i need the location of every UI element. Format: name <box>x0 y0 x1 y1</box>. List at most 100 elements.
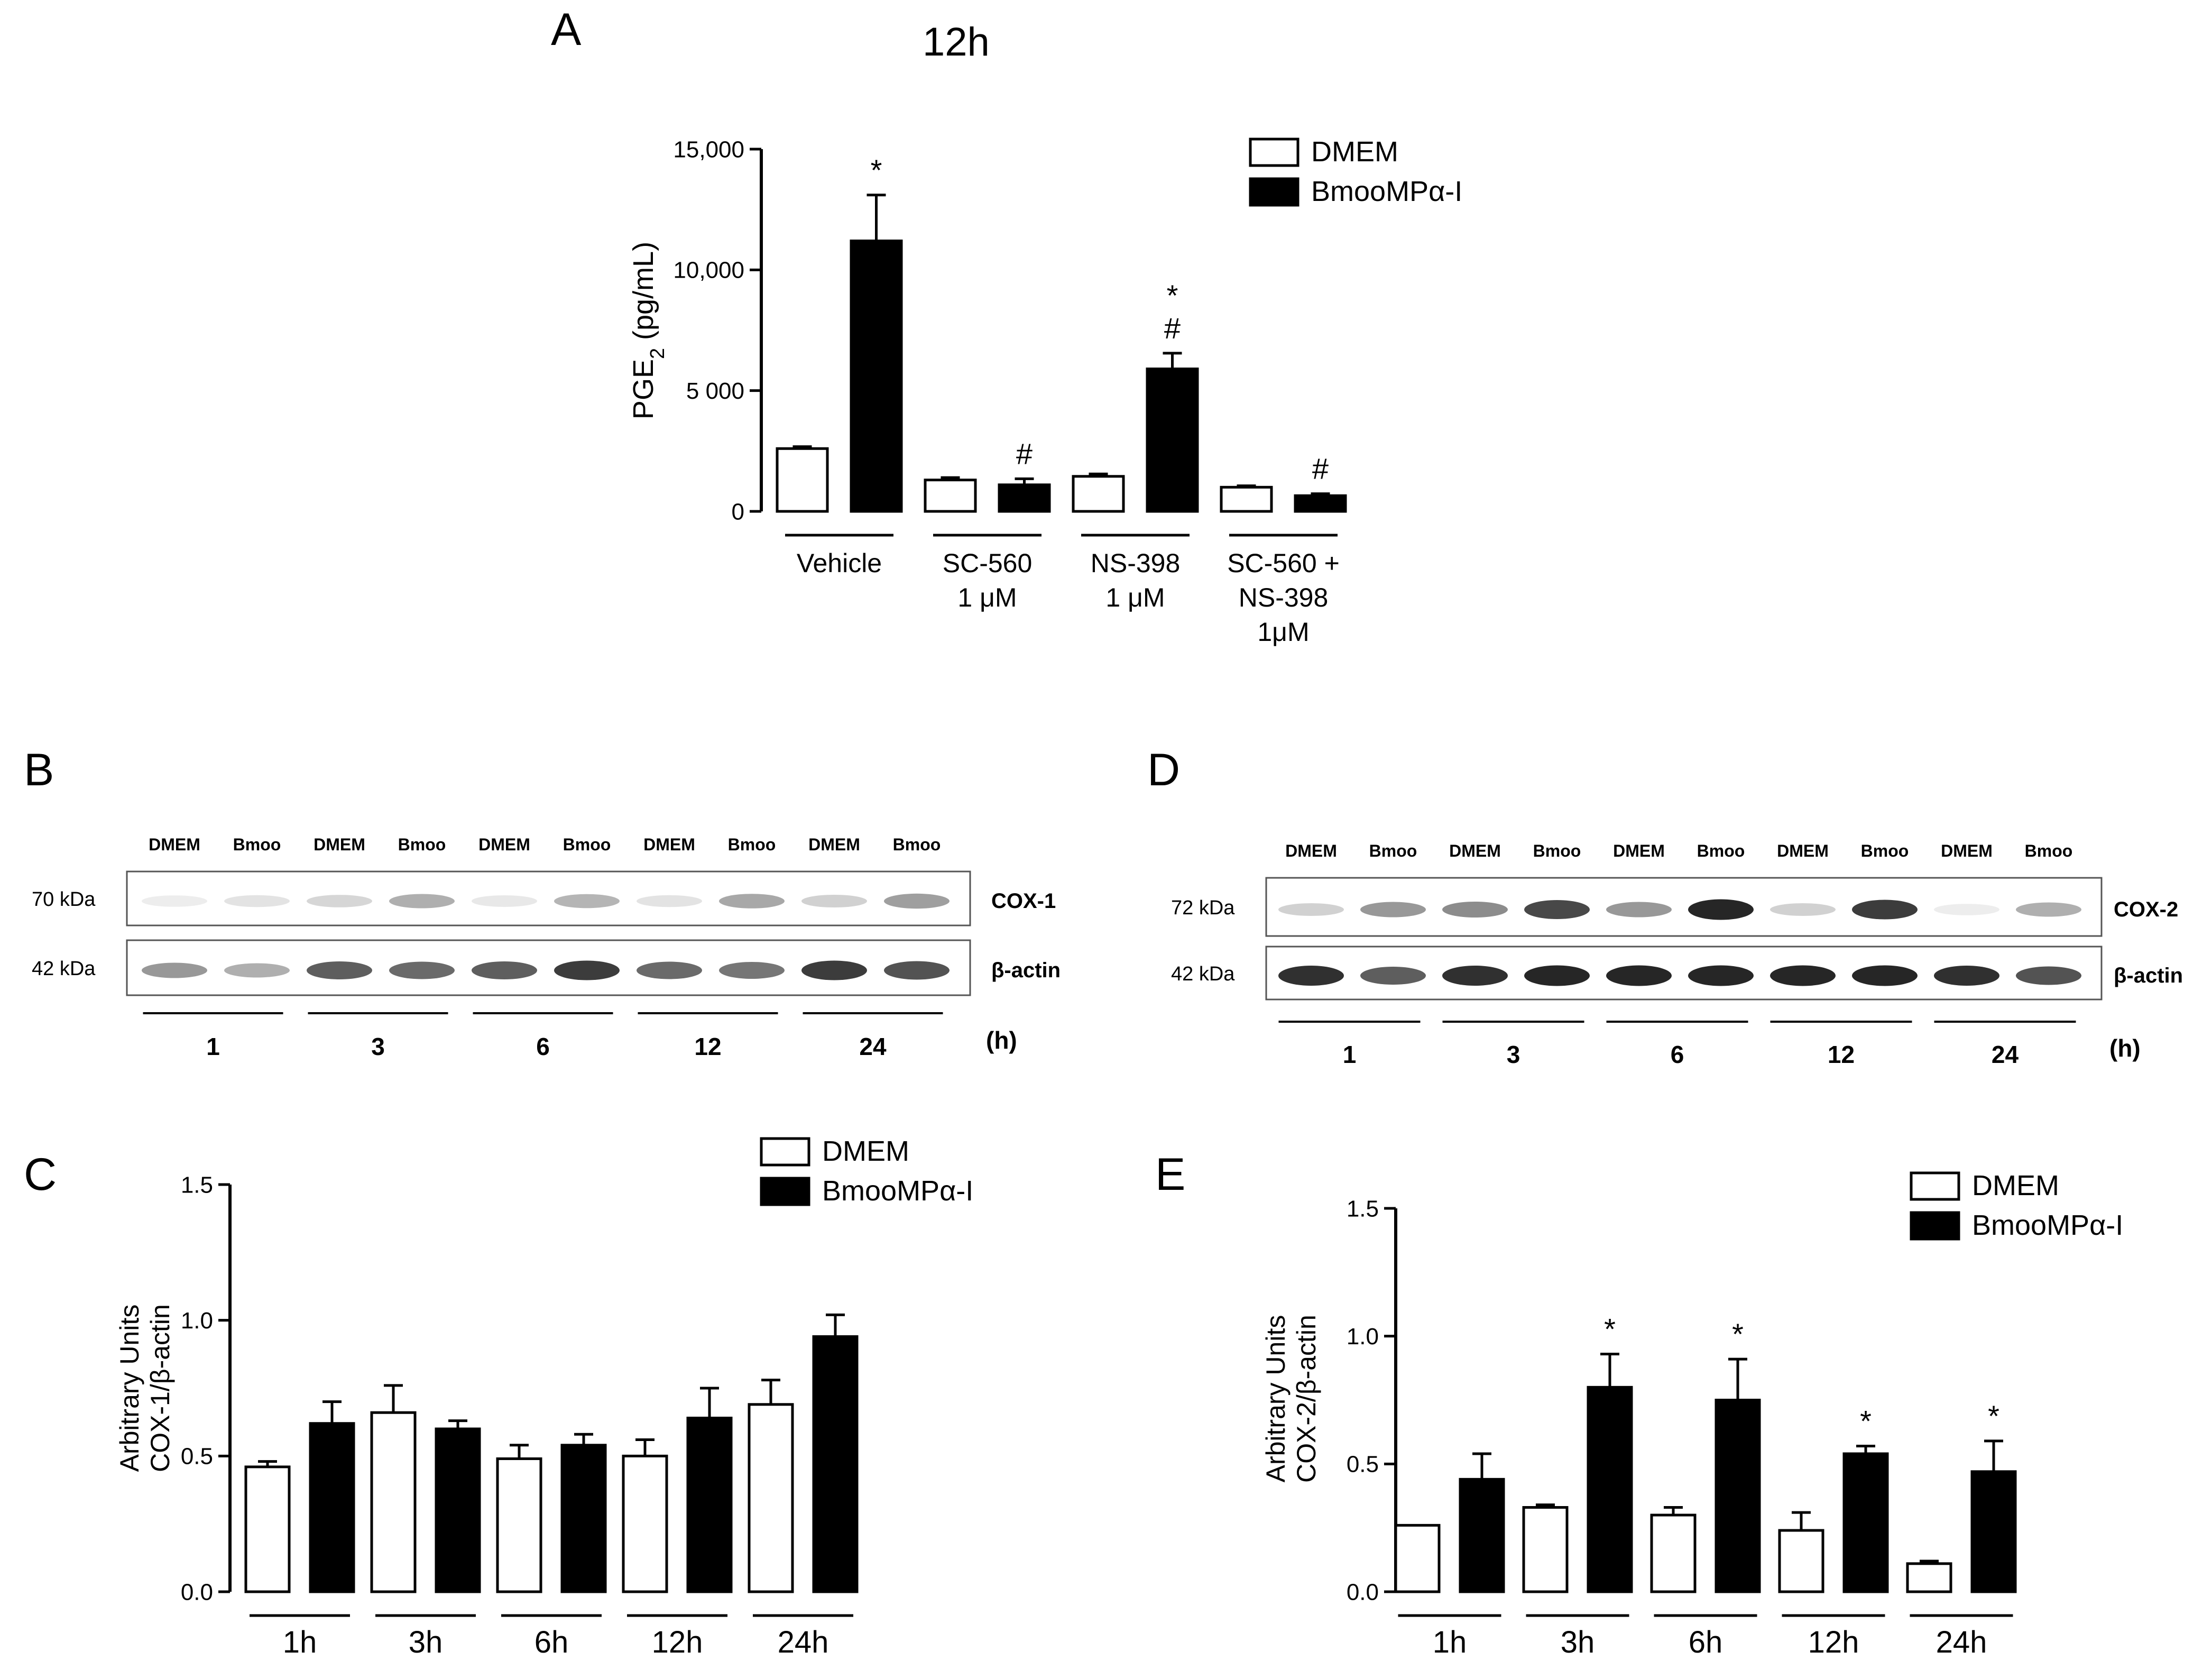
y-tick-label: 10,000 <box>673 258 744 283</box>
chart-a-pge2: 0 5 000 10,000 15,000 PGE2 (pg/mL) 12h * Vehicl… <box>628 20 1462 647</box>
time-label: 3 <box>371 1033 385 1060</box>
blot-d-cox2: DMEM Bmoo DMEM Bmoo DMEM Bmoo DMEM Bmoo DMEM Bmoo… <box>1171 841 2183 1068</box>
y-axis-label-line: Arbitrary Units <box>1261 1315 1291 1483</box>
bar-bmoo <box>812 1335 859 1593</box>
y-tick-label: 1.5 <box>181 1172 213 1198</box>
blot-band <box>1688 899 1754 920</box>
y-axis-label-line: COX-2/β-actin <box>1292 1315 1321 1483</box>
blot-band <box>472 961 537 979</box>
legend-swatch-dmem <box>1249 137 1299 167</box>
legend-label-bmoo: BmooMPα-I <box>1972 1209 2123 1241</box>
lane-label: Bmoo <box>563 835 611 854</box>
blot-band <box>1278 966 1344 986</box>
lane-label: DMEM <box>1777 841 1829 860</box>
bar-dmem <box>748 1403 794 1593</box>
lane-label: DMEM <box>1613 841 1665 860</box>
significance-mark: * <box>1732 1317 1744 1351</box>
lane-label: Bmoo <box>2025 841 2073 860</box>
category-label: NS-398 <box>1239 583 1329 612</box>
blot-band <box>389 894 455 909</box>
category-label: 1 μM <box>1105 583 1165 612</box>
bar-dmem <box>496 1457 542 1593</box>
blot-band <box>1442 966 1508 986</box>
legend-label-dmem: DMEM <box>822 1135 909 1167</box>
blot-band <box>884 893 950 909</box>
lane-label: DMEM <box>149 835 200 854</box>
blot-band <box>1688 965 1754 986</box>
bar-dmem <box>244 1465 291 1593</box>
legend-swatch-bmoo <box>1249 177 1299 207</box>
bar-bmoo <box>850 240 903 513</box>
time-label: 1 <box>206 1033 220 1060</box>
y-tick-label: 15,000 <box>673 136 744 162</box>
bar-dmem <box>1522 1506 1569 1593</box>
protein-label: COX-2 <box>2114 898 2178 921</box>
lane-label: Bmoo <box>398 835 446 854</box>
panel-label-e: E <box>1155 1149 1185 1200</box>
bar-bmoo <box>309 1422 355 1593</box>
category-label: 3h <box>409 1625 443 1659</box>
blot-band <box>307 961 372 979</box>
blot-band <box>884 961 950 980</box>
time-label: 12 <box>1828 1041 1855 1068</box>
legend-label-dmem: DMEM <box>1311 136 1398 168</box>
protein-label: β-actin <box>2114 964 2183 987</box>
blot-band <box>1442 902 1508 918</box>
blot-band <box>2016 966 2081 985</box>
category-label: 3h <box>1561 1625 1595 1659</box>
lane-label: Bmoo <box>1861 841 1909 860</box>
lane-label: DMEM <box>314 835 365 854</box>
blot-band <box>142 895 207 907</box>
category-label: SC-560 + <box>1227 548 1340 578</box>
blot-band <box>307 895 372 907</box>
kda-label: 72 kDa <box>1171 897 1235 919</box>
category-label: 6h <box>1689 1625 1723 1659</box>
time-label: 24 <box>859 1033 887 1060</box>
category-label: 24h <box>778 1625 829 1659</box>
blot-band <box>224 895 290 907</box>
chart-c-cox1-quant: 0.0 0.5 1.0 1.5 Arbitrary Units COX-1/β-actin… <box>115 1135 973 1659</box>
y-tick-label: 0.0 <box>1347 1579 1379 1605</box>
panel-label-d: D <box>1147 745 1180 795</box>
bar-bmoo <box>1146 368 1199 513</box>
kda-label: 70 kDa <box>32 888 96 911</box>
lane-label: Bmoo <box>1533 841 1581 860</box>
time-label: 6 <box>1671 1041 1684 1068</box>
bar-dmem <box>1394 1524 1441 1593</box>
legend-label-bmoo: BmooMPα-I <box>822 1175 973 1207</box>
y-axis-label: PGE2 (pg/mL) <box>628 242 669 419</box>
y-tick-label: 1.0 <box>1347 1324 1379 1350</box>
blot-band <box>554 894 620 909</box>
category-label: 12h <box>652 1625 703 1659</box>
bar-bmoo <box>560 1444 607 1593</box>
significance-mark: * <box>1860 1405 1872 1438</box>
lane-label: Bmoo <box>233 835 281 854</box>
panel-label-b: B <box>24 745 54 795</box>
blot-band <box>1606 965 1672 986</box>
bar-bmoo <box>998 483 1051 513</box>
lane-label: DMEM <box>808 835 860 854</box>
y-tick-label: 0.5 <box>1347 1452 1379 1478</box>
lane-label: DMEM <box>478 835 530 854</box>
bar-dmem <box>1072 475 1125 513</box>
category-label: NS-398 <box>1091 548 1181 578</box>
legend-swatch-dmem <box>760 1137 810 1167</box>
lane-label: Bmoo <box>1697 841 1745 860</box>
category-label: SC-560 <box>943 548 1033 578</box>
category-label: 12h <box>1808 1625 1859 1659</box>
chart-e-cox2-quant: 0.0 0.5 1.0 1.5 Arbitrary Units COX-2/β-actin… <box>1261 1170 2123 1659</box>
kda-label: 42 kDa <box>1171 963 1235 985</box>
bar-dmem <box>1778 1529 1824 1593</box>
blot-band <box>1934 904 1999 915</box>
significance-mark: # <box>1016 437 1033 470</box>
lane-label: DMEM <box>1285 841 1337 860</box>
y-axis-label-main: PGE <box>628 359 659 419</box>
time-label: 3 <box>1507 1041 1520 1068</box>
lane-label: DMEM <box>1941 841 1993 860</box>
protein-label: β-actin <box>991 959 1061 982</box>
chart-title: 12h <box>923 20 990 65</box>
blot-band <box>1606 902 1672 918</box>
time-label: 24 <box>1992 1041 2019 1068</box>
lane-label: DMEM <box>1449 841 1501 860</box>
